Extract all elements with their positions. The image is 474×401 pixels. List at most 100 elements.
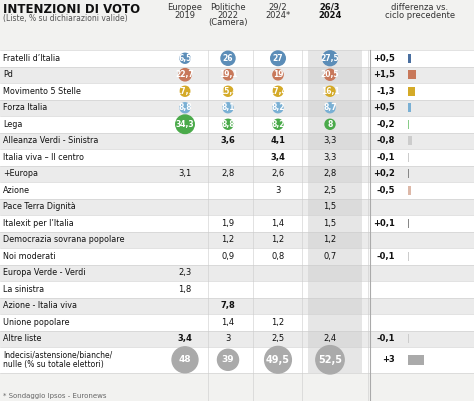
Text: 3,6: 3,6	[220, 136, 236, 145]
Text: 39: 39	[222, 355, 234, 364]
Text: 2,3: 2,3	[178, 268, 191, 277]
Bar	[0, 281, 474, 298]
Text: Azione: Azione	[3, 186, 30, 195]
Text: 8,8: 8,8	[178, 103, 192, 112]
Bar	[308, 347, 362, 373]
Circle shape	[325, 86, 335, 96]
Text: Italexit per l’Italia: Italexit per l’Italia	[3, 219, 74, 228]
Bar	[308, 67, 362, 83]
Text: (Liste, % su dichiarazioni valide): (Liste, % su dichiarazioni valide)	[3, 14, 128, 23]
Bar	[0, 265, 474, 281]
Bar	[308, 248, 362, 265]
Bar	[408, 334, 409, 343]
Text: 3,1: 3,1	[178, 169, 191, 178]
Bar	[308, 149, 362, 166]
Bar	[0, 215, 474, 231]
Circle shape	[176, 115, 194, 134]
Text: Europee: Europee	[167, 3, 202, 12]
Circle shape	[172, 347, 198, 373]
Bar	[0, 314, 474, 330]
Text: 2,8: 2,8	[323, 169, 337, 178]
Text: Democrazia sovrana popolare: Democrazia sovrana popolare	[3, 235, 125, 244]
Text: 48: 48	[179, 355, 191, 364]
Text: 29/2: 29/2	[269, 3, 287, 12]
Text: 17,1: 17,1	[176, 87, 194, 96]
Text: 6,5: 6,5	[178, 54, 191, 63]
Bar	[308, 166, 362, 182]
Bar	[408, 252, 409, 261]
Text: 3: 3	[225, 334, 231, 343]
Text: Europa Verde - Verdi: Europa Verde - Verdi	[3, 268, 85, 277]
Bar	[0, 182, 474, 198]
Text: +0,5: +0,5	[373, 103, 395, 112]
Circle shape	[273, 119, 283, 129]
Text: Azione - Italia viva: Azione - Italia viva	[3, 301, 77, 310]
Circle shape	[180, 53, 190, 63]
Text: (Camera): (Camera)	[208, 18, 248, 27]
Bar	[408, 87, 415, 95]
Text: 17,4: 17,4	[269, 87, 287, 96]
Circle shape	[325, 119, 335, 129]
Text: 20,5: 20,5	[321, 70, 339, 79]
Text: 2,8: 2,8	[221, 169, 235, 178]
Circle shape	[325, 69, 336, 80]
Bar	[308, 281, 362, 298]
Text: 27,5: 27,5	[321, 54, 339, 63]
Text: +0,1: +0,1	[373, 219, 395, 228]
Bar	[0, 231, 474, 248]
Text: 8,8: 8,8	[221, 120, 235, 129]
Circle shape	[223, 70, 233, 80]
Text: 2,5: 2,5	[323, 186, 337, 195]
Text: 22,7: 22,7	[176, 70, 194, 79]
Text: Movimento 5 Stelle: Movimento 5 Stelle	[3, 87, 81, 96]
Circle shape	[180, 103, 190, 113]
Text: 3,4: 3,4	[271, 153, 285, 162]
Text: 52,5: 52,5	[318, 355, 342, 365]
Bar	[408, 170, 409, 178]
Circle shape	[316, 346, 344, 374]
Text: 34,3: 34,3	[176, 120, 194, 129]
Bar	[308, 215, 362, 231]
Text: -0,5: -0,5	[376, 186, 395, 195]
Bar	[408, 120, 409, 129]
Bar	[0, 198, 474, 215]
Text: 0,8: 0,8	[272, 252, 284, 261]
Text: 8,1: 8,1	[221, 103, 235, 112]
Bar	[0, 50, 474, 67]
Bar	[308, 198, 362, 215]
Circle shape	[218, 349, 238, 370]
Circle shape	[180, 86, 190, 96]
Text: 16,1: 16,1	[321, 87, 339, 96]
Text: Noi moderati: Noi moderati	[3, 252, 55, 261]
Text: differenza vs.: differenza vs.	[392, 3, 448, 12]
Text: ciclo precedente: ciclo precedente	[385, 10, 455, 20]
Text: +Europa: +Europa	[3, 169, 38, 178]
Text: -0,1: -0,1	[376, 252, 395, 261]
Text: 7,8: 7,8	[220, 301, 236, 310]
Circle shape	[264, 346, 292, 373]
Text: 19: 19	[273, 70, 283, 79]
Bar	[0, 132, 474, 149]
Text: 3,3: 3,3	[323, 153, 337, 162]
Text: Politiche: Politiche	[210, 3, 246, 12]
Bar	[408, 54, 411, 63]
Text: 2022: 2022	[218, 10, 238, 20]
Text: 1,2: 1,2	[221, 235, 235, 244]
Bar	[0, 330, 474, 347]
Circle shape	[273, 103, 283, 113]
Text: -0,8: -0,8	[377, 136, 395, 145]
Bar	[308, 132, 362, 149]
Bar	[0, 99, 474, 116]
Circle shape	[223, 119, 233, 129]
Text: 8: 8	[328, 120, 333, 129]
Text: 2019: 2019	[174, 10, 195, 20]
Text: 26: 26	[223, 54, 233, 63]
Bar	[308, 50, 362, 67]
Text: 1,2: 1,2	[272, 235, 284, 244]
Text: Fratelli d’Italia: Fratelli d’Italia	[3, 54, 60, 63]
Text: 27: 27	[273, 54, 283, 63]
Text: +3: +3	[382, 355, 395, 364]
Text: 1,5: 1,5	[323, 202, 337, 211]
Text: Pd: Pd	[3, 70, 13, 79]
Circle shape	[325, 103, 335, 113]
